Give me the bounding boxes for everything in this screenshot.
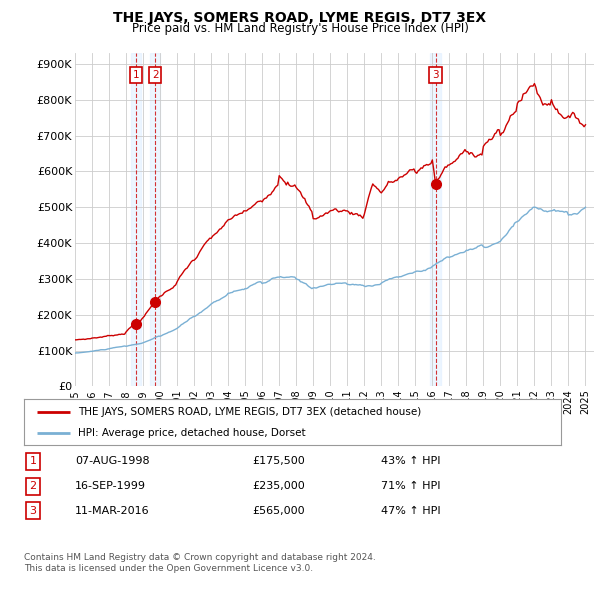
Text: This data is licensed under the Open Government Licence v3.0.: This data is licensed under the Open Gov… [24,565,313,573]
Text: THE JAYS, SOMERS ROAD, LYME REGIS, DT7 3EX (detached house): THE JAYS, SOMERS ROAD, LYME REGIS, DT7 3… [78,407,421,417]
Text: THE JAYS, SOMERS ROAD, LYME REGIS, DT7 3EX: THE JAYS, SOMERS ROAD, LYME REGIS, DT7 3… [113,11,487,25]
Text: 71% ↑ HPI: 71% ↑ HPI [381,481,440,491]
Text: £235,000: £235,000 [252,481,305,491]
Text: £565,000: £565,000 [252,506,305,516]
Text: 47% ↑ HPI: 47% ↑ HPI [381,506,440,516]
Text: 2: 2 [29,481,37,491]
Bar [131,53,142,386]
Text: 07-AUG-1998: 07-AUG-1998 [75,457,149,466]
Text: Price paid vs. HM Land Registry's House Price Index (HPI): Price paid vs. HM Land Registry's House … [131,22,469,35]
Text: Contains HM Land Registry data © Crown copyright and database right 2024.: Contains HM Land Registry data © Crown c… [24,553,376,562]
Text: 11-MAR-2016: 11-MAR-2016 [75,506,149,516]
Text: 1: 1 [29,457,37,466]
Bar [430,53,440,386]
Text: £175,500: £175,500 [252,457,305,466]
Text: 1: 1 [133,70,140,80]
Text: 16-SEP-1999: 16-SEP-1999 [75,481,146,491]
Bar [150,53,160,386]
Text: HPI: Average price, detached house, Dorset: HPI: Average price, detached house, Dors… [78,428,305,438]
Text: 3: 3 [432,70,439,80]
Text: 2: 2 [152,70,158,80]
Text: 3: 3 [29,506,37,516]
Text: 43% ↑ HPI: 43% ↑ HPI [381,457,440,466]
